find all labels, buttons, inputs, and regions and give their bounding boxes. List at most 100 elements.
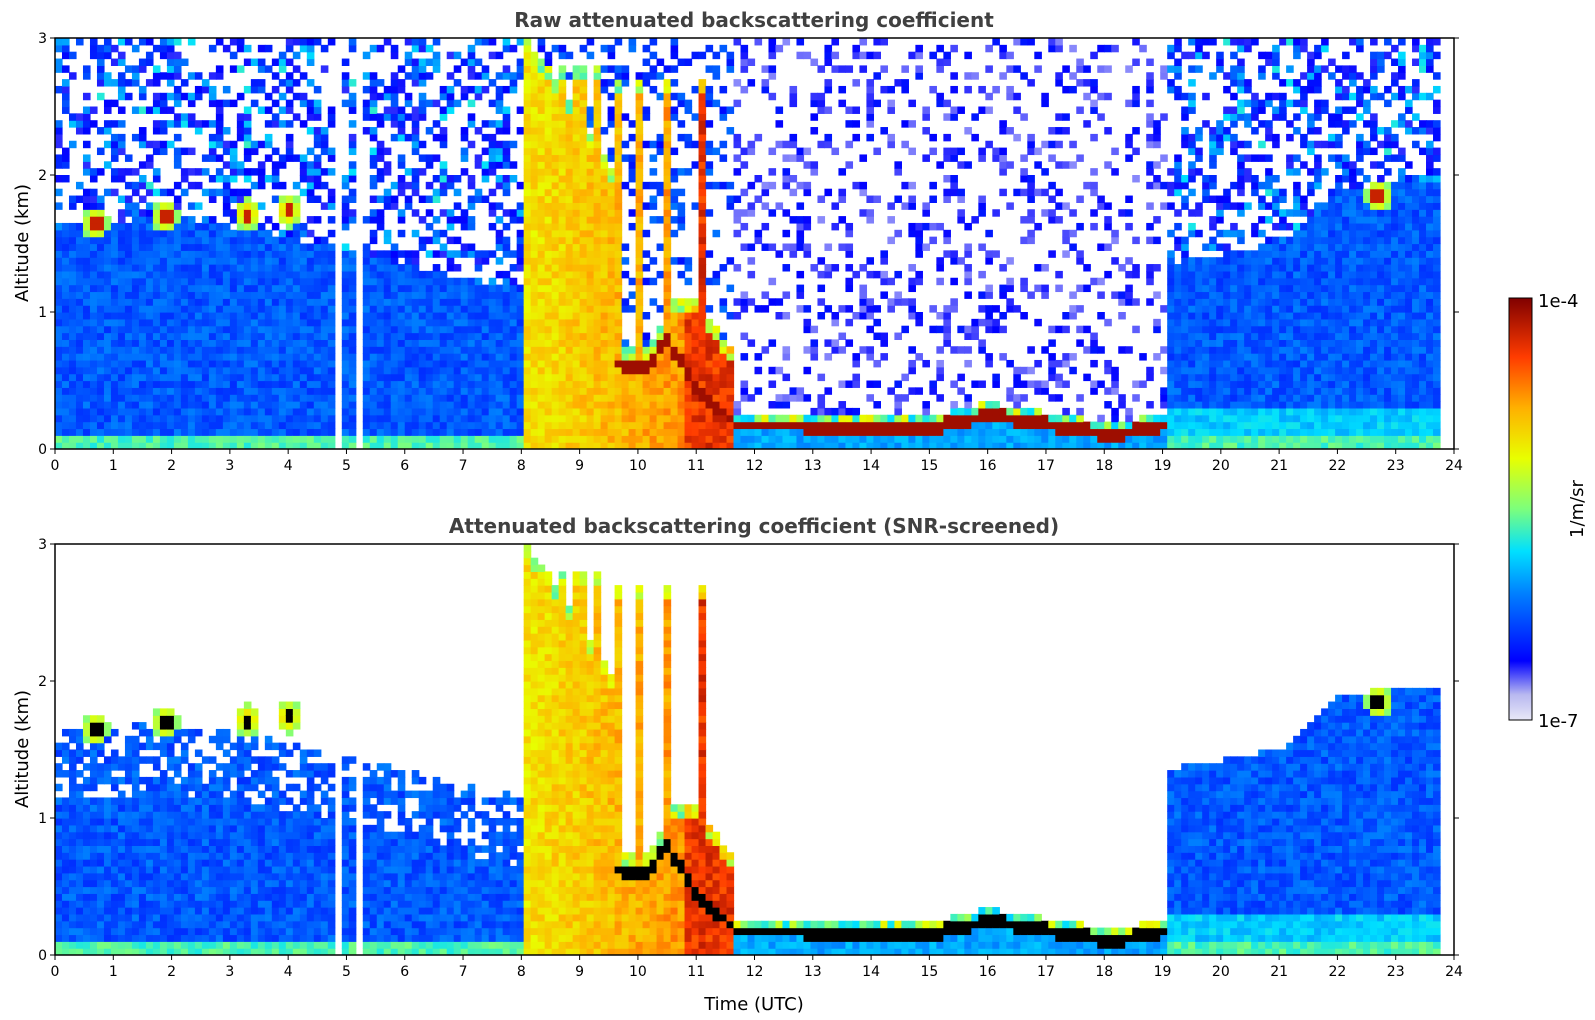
heatmap-cell bbox=[306, 127, 315, 135]
heatmap-cell bbox=[173, 359, 182, 368]
heatmap-cell bbox=[523, 264, 532, 272]
heatmap-cell bbox=[607, 209, 616, 217]
heatmap-cell bbox=[803, 421, 812, 430]
heatmap-cell bbox=[89, 359, 98, 368]
heatmap-cell bbox=[369, 216, 378, 224]
heatmap-cell bbox=[320, 442, 329, 449]
heatmap-cell bbox=[873, 318, 881, 327]
heatmap-cell bbox=[82, 72, 91, 80]
heatmap-cell bbox=[915, 270, 923, 279]
heatmap-cell bbox=[831, 38, 840, 46]
heatmap-cell bbox=[404, 401, 413, 409]
heatmap-cell bbox=[145, 202, 154, 210]
heatmap-cell bbox=[950, 257, 958, 265]
heatmap-cell bbox=[55, 243, 63, 251]
heatmap-cell bbox=[677, 373, 686, 382]
heatmap-cell bbox=[306, 161, 315, 169]
heatmap-cell bbox=[306, 106, 315, 114]
heatmap-cell bbox=[810, 92, 819, 101]
heatmap-cell bbox=[859, 414, 868, 423]
heatmap-cell bbox=[516, 284, 525, 293]
heatmap-cell bbox=[509, 305, 518, 313]
heatmap-cell bbox=[215, 65, 224, 73]
heatmap-cell bbox=[530, 113, 539, 121]
heatmap-cell bbox=[348, 401, 357, 409]
heatmap-cell bbox=[831, 312, 840, 320]
heatmap-cell bbox=[348, 257, 357, 265]
heatmap-cell bbox=[537, 312, 546, 320]
heatmap-cell bbox=[978, 421, 986, 430]
heatmap-cell bbox=[404, 113, 413, 121]
heatmap-cell bbox=[873, 421, 881, 430]
heatmap-cell bbox=[845, 120, 854, 128]
heatmap-cell bbox=[999, 421, 1007, 430]
heatmap-cell bbox=[55, 435, 63, 443]
heatmap-cell bbox=[222, 44, 231, 53]
heatmap-cell bbox=[992, 147, 1000, 156]
heatmap-cell bbox=[75, 380, 84, 388]
heatmap-cell bbox=[712, 346, 721, 354]
heatmap-cell bbox=[222, 243, 231, 251]
heatmap-cell bbox=[663, 291, 672, 299]
heatmap-cell bbox=[194, 85, 203, 94]
heatmap-cell bbox=[110, 442, 119, 449]
heatmap-cell bbox=[222, 195, 231, 203]
heatmap-cell bbox=[537, 168, 546, 176]
heatmap-cell bbox=[999, 168, 1007, 176]
heatmap-cell bbox=[376, 353, 385, 361]
heatmap-cell bbox=[523, 222, 532, 231]
heatmap-cell bbox=[733, 140, 742, 149]
heatmap-cell bbox=[61, 442, 70, 449]
heatmap-cell bbox=[124, 236, 133, 245]
heatmap-cell bbox=[775, 442, 784, 449]
heatmap-cell bbox=[285, 318, 294, 327]
heatmap-cell bbox=[194, 202, 203, 210]
heatmap-cell bbox=[145, 332, 154, 340]
heatmap-cell bbox=[82, 291, 91, 299]
heatmap-cell bbox=[474, 421, 483, 430]
heatmap-cell bbox=[593, 359, 602, 368]
heatmap-cell bbox=[782, 442, 791, 449]
heatmap-cell bbox=[747, 298, 756, 306]
heatmap-cell bbox=[887, 421, 895, 430]
heatmap-cell bbox=[348, 133, 357, 142]
heatmap-cell bbox=[642, 229, 651, 238]
heatmap-cell bbox=[327, 298, 336, 306]
heatmap-cell bbox=[82, 298, 91, 306]
heatmap-cell bbox=[607, 264, 616, 272]
heatmap-cell bbox=[537, 133, 546, 142]
heatmap-cell bbox=[453, 339, 462, 347]
heatmap-cell bbox=[649, 387, 658, 395]
heatmap-cell bbox=[768, 298, 777, 306]
heatmap-cell bbox=[901, 373, 909, 382]
heatmap-cell bbox=[117, 366, 126, 375]
heatmap-cell bbox=[348, 428, 357, 436]
heatmap-cell bbox=[467, 51, 476, 60]
heatmap-cell bbox=[145, 401, 154, 409]
heatmap-cell bbox=[670, 380, 679, 388]
heatmap-cell bbox=[635, 394, 644, 402]
heatmap-cell bbox=[257, 257, 266, 265]
heatmap-cell bbox=[306, 325, 315, 334]
heatmap-cell bbox=[670, 229, 679, 238]
heatmap-cell bbox=[747, 442, 756, 449]
heatmap-cell bbox=[488, 291, 497, 299]
heatmap-cell bbox=[516, 318, 525, 327]
heatmap-cell bbox=[824, 243, 833, 251]
heatmap-cell bbox=[726, 359, 735, 368]
heatmap-cell bbox=[544, 339, 553, 347]
heatmap-cell bbox=[439, 414, 448, 423]
heatmap-cell bbox=[915, 51, 923, 60]
heatmap-cell bbox=[439, 277, 448, 286]
heatmap-cell bbox=[530, 353, 539, 361]
heatmap-cell bbox=[684, 257, 693, 265]
heatmap-cell bbox=[768, 38, 777, 46]
heatmap-cell bbox=[488, 277, 497, 286]
heatmap-cell bbox=[425, 127, 434, 135]
heatmap-cell bbox=[635, 387, 644, 395]
heatmap-cell bbox=[397, 154, 406, 162]
heatmap-cell bbox=[369, 264, 378, 272]
heatmap-cell bbox=[964, 161, 972, 169]
heatmap-cell bbox=[796, 229, 805, 238]
heatmap-cell bbox=[600, 222, 609, 231]
